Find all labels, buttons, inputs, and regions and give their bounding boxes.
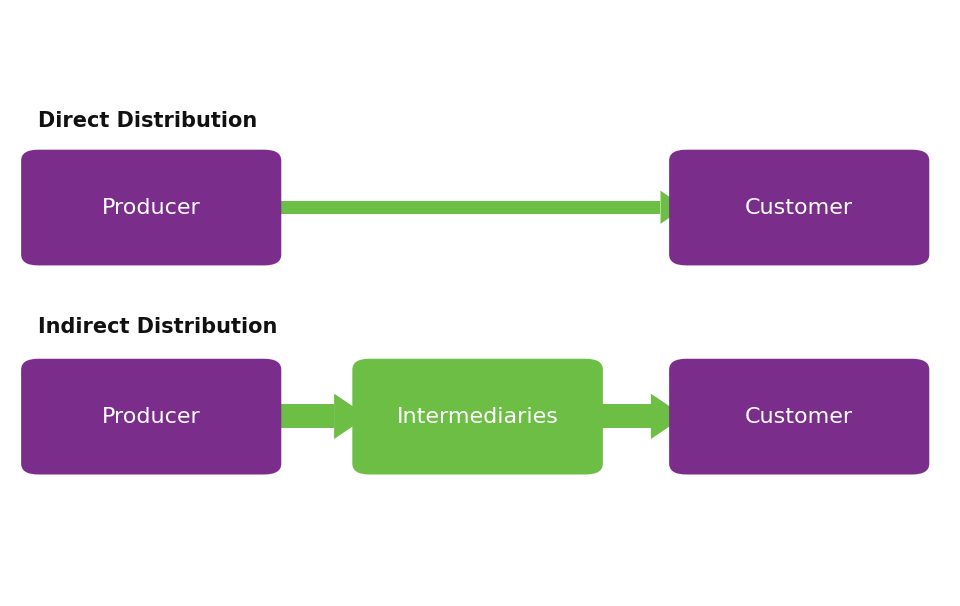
Text: Customer: Customer bbox=[745, 407, 853, 427]
Polygon shape bbox=[651, 394, 684, 439]
FancyBboxPatch shape bbox=[21, 150, 281, 265]
Text: Producer: Producer bbox=[102, 407, 201, 427]
Polygon shape bbox=[660, 190, 684, 224]
Polygon shape bbox=[334, 394, 368, 439]
Text: Producer: Producer bbox=[102, 198, 201, 218]
FancyBboxPatch shape bbox=[352, 359, 603, 474]
FancyBboxPatch shape bbox=[669, 359, 929, 474]
FancyBboxPatch shape bbox=[21, 359, 281, 474]
Text: Indirect Distribution: Indirect Distribution bbox=[38, 317, 277, 338]
Polygon shape bbox=[267, 201, 660, 214]
Polygon shape bbox=[588, 404, 651, 428]
Text: Customer: Customer bbox=[745, 198, 853, 218]
FancyBboxPatch shape bbox=[669, 150, 929, 265]
Text: Direct Distribution: Direct Distribution bbox=[38, 111, 257, 132]
Text: Intermediaries: Intermediaries bbox=[396, 407, 559, 427]
Polygon shape bbox=[267, 404, 334, 428]
